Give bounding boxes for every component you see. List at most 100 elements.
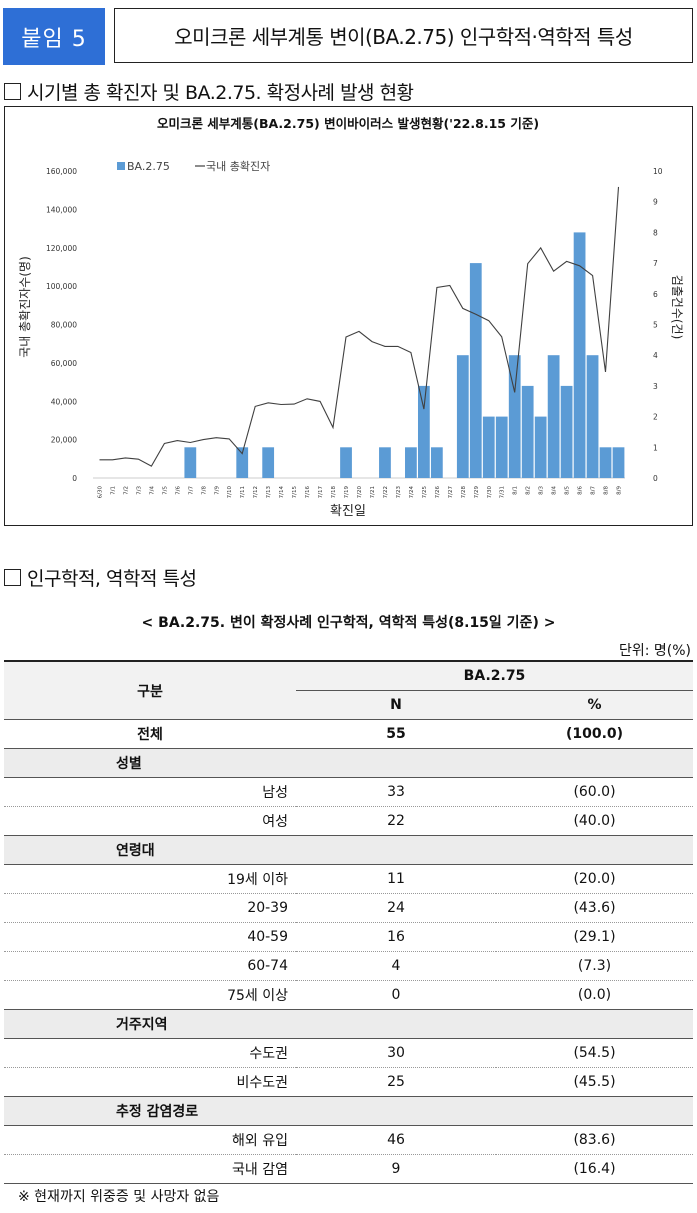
cell-pct: (83.6) <box>573 1132 616 1148</box>
table-row: 수도권 30 (54.5) <box>4 1039 693 1068</box>
y-left-tick-label: 80,000 <box>51 321 77 330</box>
cell-label: 60-74 <box>247 958 288 974</box>
x-tick-label: 7/21 <box>370 486 376 498</box>
x-tick-label: 7/24 <box>409 486 415 499</box>
characteristics-table: 구분 BA.2.75 N % 전체 55 (100.0) 성별 남성 33 (60.0… <box>4 660 693 1184</box>
attachment-badge: 붙임 5 <box>3 8 105 65</box>
x-tick-label: 8/7 <box>591 486 597 495</box>
bar-ba275 <box>495 416 508 478</box>
bar-ba275 <box>405 447 417 478</box>
y-right-tick-label: 3 <box>653 382 658 391</box>
table-row: 비수도권 25 (45.5) <box>4 1068 693 1097</box>
x-tick-label: 7/27 <box>448 486 454 499</box>
total-n: 55 <box>386 726 406 742</box>
header-n: N <box>296 690 496 720</box>
cell-n: 33 <box>387 784 405 800</box>
cell-label: 해외 유입 <box>232 1133 288 1149</box>
x-tick-label: 7/9 <box>214 486 220 495</box>
cell-n: 9 <box>391 1161 401 1177</box>
legend-bar-label: BA.2.75 <box>127 160 170 173</box>
table-title: < BA.2.75. 변이 확정사례 인구학적, 역학적 특성(8.15일 기준… <box>141 615 556 631</box>
x-tick-label: 7/8 <box>201 486 207 495</box>
cell-n: 24 <box>387 900 405 916</box>
x-tick-label: 7/3 <box>136 486 142 495</box>
bar-ba275 <box>340 447 352 478</box>
cell-pct: (16.4) <box>573 1161 616 1177</box>
section-heading-label: 시기별 총 확진자 및 BA.2.75. 확정사례 발생 현황 <box>27 82 414 104</box>
cell-pct: (29.1) <box>573 929 616 945</box>
y-right-tick-label: 8 <box>653 228 658 237</box>
x-tick-label: 6/30 <box>97 486 103 499</box>
bar-ba275 <box>456 355 469 478</box>
y-right-tick-label: 7 <box>653 259 658 268</box>
x-tick-label: 7/30 <box>487 486 493 499</box>
cell-n: 22 <box>387 813 405 829</box>
bar-ba275 <box>469 263 482 478</box>
x-tick-label: 8/2 <box>526 486 532 495</box>
header: 붙임 5 오미크론 세부계통 변이(BA.2.75) 인구학적·역학적 특성 <box>0 0 697 70</box>
x-tick-label: 7/16 <box>305 486 311 499</box>
cell-n: 46 <box>387 1132 405 1148</box>
table-header-row: 구분 BA.2.75 <box>4 661 693 720</box>
x-tick-label: 7/14 <box>279 486 285 499</box>
table-category-row: 연령대 <box>4 835 693 865</box>
y-right-tick-label: 0 <box>653 474 658 483</box>
checkbox-square-icon <box>4 569 21 586</box>
x-tick-label: 7/26 <box>435 486 441 499</box>
total-label: 전체 <box>137 727 163 743</box>
category-label: 추정 감염경로 <box>4 1096 693 1126</box>
cell-n: 11 <box>387 871 405 887</box>
y-right-tick-label: 1 <box>653 443 658 452</box>
bar-ba275 <box>573 232 586 478</box>
header-pct: % <box>496 690 693 720</box>
page-title: 오미크론 세부계통 변이(BA.2.75) 인구학적·역학적 특성 <box>114 8 693 63</box>
bar-ba275 <box>417 385 430 478</box>
table-row: 국내 감염 9 (16.4) <box>4 1155 693 1184</box>
table-row: 해외 유입 46 (83.6) <box>4 1126 693 1155</box>
x-tick-label: 8/5 <box>565 486 571 495</box>
cell-label: 수도권 <box>249 1046 288 1062</box>
y-right-tick-label: 2 <box>653 413 658 422</box>
y-left-tick-label: 120,000 <box>46 244 77 253</box>
section-heading-characteristics: 인구학적, 역학적 특성 <box>4 564 197 591</box>
cell-pct: (45.5) <box>573 1074 616 1090</box>
cell-pct: (7.3) <box>577 958 612 974</box>
bar-ba275 <box>236 447 249 478</box>
x-tick-label: 7/18 <box>331 486 337 499</box>
chart-title: 오미크론 세부계통(BA.2.75) 변이바이러스 발생현황('22.8.15 … <box>157 116 539 131</box>
table-category-row: 성별 <box>4 748 693 778</box>
x-axis-label: 확진일 <box>330 504 366 519</box>
y-left-tick-label: 40,000 <box>51 397 77 406</box>
y-right-tick-label: 9 <box>653 198 658 207</box>
footnote: ※ 현재까지 위중증 및 사망자 없음 <box>18 1189 220 1205</box>
category-label: 연령대 <box>4 835 693 865</box>
x-tick-label: 7/1 <box>110 486 116 495</box>
x-tick-label: 7/22 <box>383 486 389 498</box>
cell-label: 남성 <box>262 785 288 801</box>
bar-ba275 <box>521 385 534 478</box>
cell-label: 75세 이상 <box>227 988 288 1004</box>
table-category-row: 거주지역 <box>4 1009 693 1039</box>
x-tick-label: 7/31 <box>500 486 506 498</box>
table-row: 여성 22 (40.0) <box>4 807 693 836</box>
legend-line-label: 국내 총확진자 <box>206 160 270 173</box>
x-tick-label: 7/6 <box>175 486 181 495</box>
x-tick-label: 8/9 <box>617 486 623 495</box>
header-group: 구분 <box>4 661 296 720</box>
y-right-tick-label: 6 <box>653 290 658 299</box>
x-tick-label: 7/15 <box>292 486 298 499</box>
cell-n: 0 <box>391 987 401 1003</box>
x-tick-label: 8/6 <box>578 486 584 495</box>
cell-label: 여성 <box>262 814 288 830</box>
chart-container: 오미크론 세부계통(BA.2.75) 변이바이러스 발생현황('22.8.15 … <box>4 106 693 526</box>
cell-pct: (20.0) <box>573 871 616 887</box>
bar-ba275 <box>599 447 612 478</box>
x-tick-label: 8/4 <box>552 486 558 495</box>
x-tick-label: 7/7 <box>188 486 194 495</box>
x-tick-label: 7/23 <box>396 486 402 499</box>
x-tick-label: 7/17 <box>318 486 324 499</box>
y-right-tick-label: 4 <box>653 351 658 360</box>
bar-ba275 <box>184 447 197 478</box>
checkbox-square-icon <box>4 83 21 100</box>
table-row: 60-74 4 (7.3) <box>4 952 693 981</box>
